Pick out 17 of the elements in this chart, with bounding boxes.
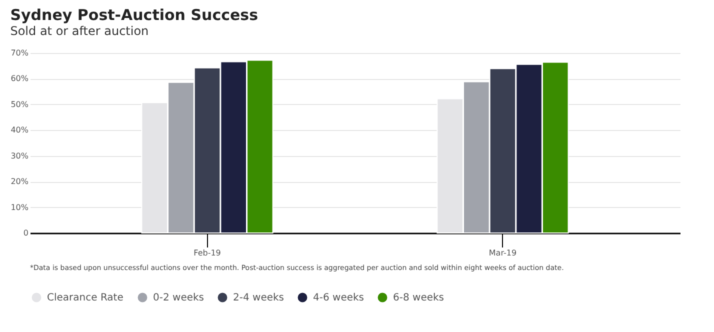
- y-tick-label: 60%: [10, 74, 29, 84]
- legend-label: 6-8 weeks: [393, 292, 444, 304]
- legend-label: 2-4 weeks: [233, 292, 284, 304]
- y-tick-label: 0: [23, 228, 28, 238]
- chart-subtitle: Sold at or after auction: [10, 24, 149, 38]
- x-tick-label: Mar-19: [488, 248, 517, 258]
- legend-label: 4-6 weeks: [313, 292, 364, 304]
- y-tick-label: 10%: [10, 202, 29, 212]
- x-tick-label: Feb-19: [194, 248, 221, 258]
- y-tick-label: 40%: [10, 126, 29, 135]
- legend-label: Clearance Rate: [47, 292, 124, 304]
- y-tick-label: 20%: [10, 177, 29, 186]
- y-tick-label: 70%: [10, 48, 29, 58]
- y-tick-label: 30%: [10, 151, 29, 160]
- chart-title: Sydney Post-Auction Success: [10, 6, 258, 24]
- y-tick-label: 50%: [10, 100, 29, 109]
- legend-label: 0-2 weeks: [153, 292, 204, 304]
